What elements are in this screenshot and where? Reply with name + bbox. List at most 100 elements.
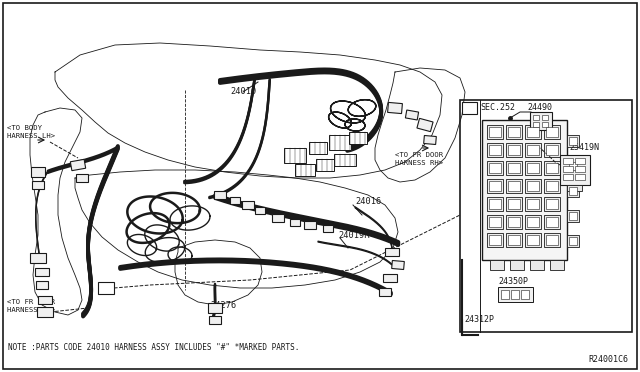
Polygon shape [35,268,49,276]
Bar [544,179,560,193]
Text: 24276: 24276 [210,301,236,310]
Bar [506,233,522,247]
Bar [550,260,564,270]
Text: 24019R: 24019R [338,231,369,240]
Bar [544,233,560,247]
Text: SEC.252: SEC.252 [480,103,515,112]
Bar [506,179,522,193]
Bar [349,132,367,144]
Text: 25419N: 25419N [569,144,599,153]
Bar [544,215,560,229]
Bar [569,137,577,145]
Bar [567,235,579,247]
Bar [295,164,315,176]
Bar [489,145,501,155]
Polygon shape [385,248,399,256]
Bar [527,163,539,173]
Polygon shape [272,214,284,222]
Text: R24001C6: R24001C6 [588,356,628,365]
Bar [309,142,327,154]
Bar [546,163,558,173]
Polygon shape [323,224,333,231]
Polygon shape [424,135,436,144]
Bar [508,217,520,227]
Bar [569,212,577,220]
Bar [489,199,501,209]
Bar [525,179,541,193]
Bar [508,163,520,173]
Bar [527,217,539,227]
Bar [533,122,539,127]
Bar [569,237,577,245]
Bar [508,235,520,245]
Bar [575,174,585,180]
Bar [544,125,560,139]
Bar [506,143,522,157]
Bar [487,215,503,229]
Text: HARNESS LH>: HARNESS LH> [7,133,55,139]
Bar [542,122,548,127]
Bar [525,125,541,139]
Bar [527,181,539,191]
Text: HARNESS RH>: HARNESS RH> [395,160,443,166]
Bar [575,158,585,164]
Bar [567,210,579,222]
Polygon shape [30,253,46,263]
Bar [489,163,501,173]
Bar [546,181,558,191]
Bar [98,282,114,294]
Bar [567,160,579,172]
Text: 24312P: 24312P [464,315,494,324]
Bar [544,197,560,211]
Text: 24490: 24490 [527,103,552,112]
Bar [525,233,541,247]
Text: <TO BODY: <TO BODY [7,125,42,131]
Polygon shape [214,191,226,199]
Bar [334,154,356,166]
Bar [546,235,558,245]
Text: <TO FR DOOR: <TO FR DOOR [7,299,55,305]
Polygon shape [290,218,300,225]
Polygon shape [37,307,53,317]
Bar [487,197,503,211]
Bar [525,143,541,157]
Polygon shape [392,260,404,269]
Text: NOTE :PARTS CODE 24010 HARNESS ASSY INCLUDES "#" *MARKED PARTS.: NOTE :PARTS CODE 24010 HARNESS ASSY INCL… [8,343,300,353]
Bar [525,215,541,229]
Text: 24350P: 24350P [498,278,528,286]
Bar [569,162,577,170]
Polygon shape [405,110,419,120]
Bar [546,127,558,137]
Bar [489,217,501,227]
Bar [546,145,558,155]
Bar [527,235,539,245]
Bar [508,199,520,209]
Bar [506,125,522,139]
Text: A: A [467,103,472,112]
Bar [567,185,579,197]
Bar [533,115,539,120]
Bar [575,166,585,172]
Bar [542,115,548,120]
Bar [527,127,539,137]
Polygon shape [32,181,44,189]
Bar [506,161,522,175]
Bar [527,145,539,155]
Bar [284,148,306,163]
Bar [569,187,577,195]
Bar [498,287,533,302]
Bar [487,125,503,139]
Polygon shape [304,221,316,229]
Bar [501,290,509,299]
Text: HARNESS LH>: HARNESS LH> [7,307,55,313]
Bar [521,290,529,299]
Bar [506,215,522,229]
Bar [508,145,520,155]
Bar [482,120,567,260]
Bar [511,290,519,299]
Polygon shape [417,118,433,132]
Polygon shape [208,303,222,313]
Bar [560,155,590,185]
Text: 24016: 24016 [355,198,381,206]
Polygon shape [255,206,265,214]
